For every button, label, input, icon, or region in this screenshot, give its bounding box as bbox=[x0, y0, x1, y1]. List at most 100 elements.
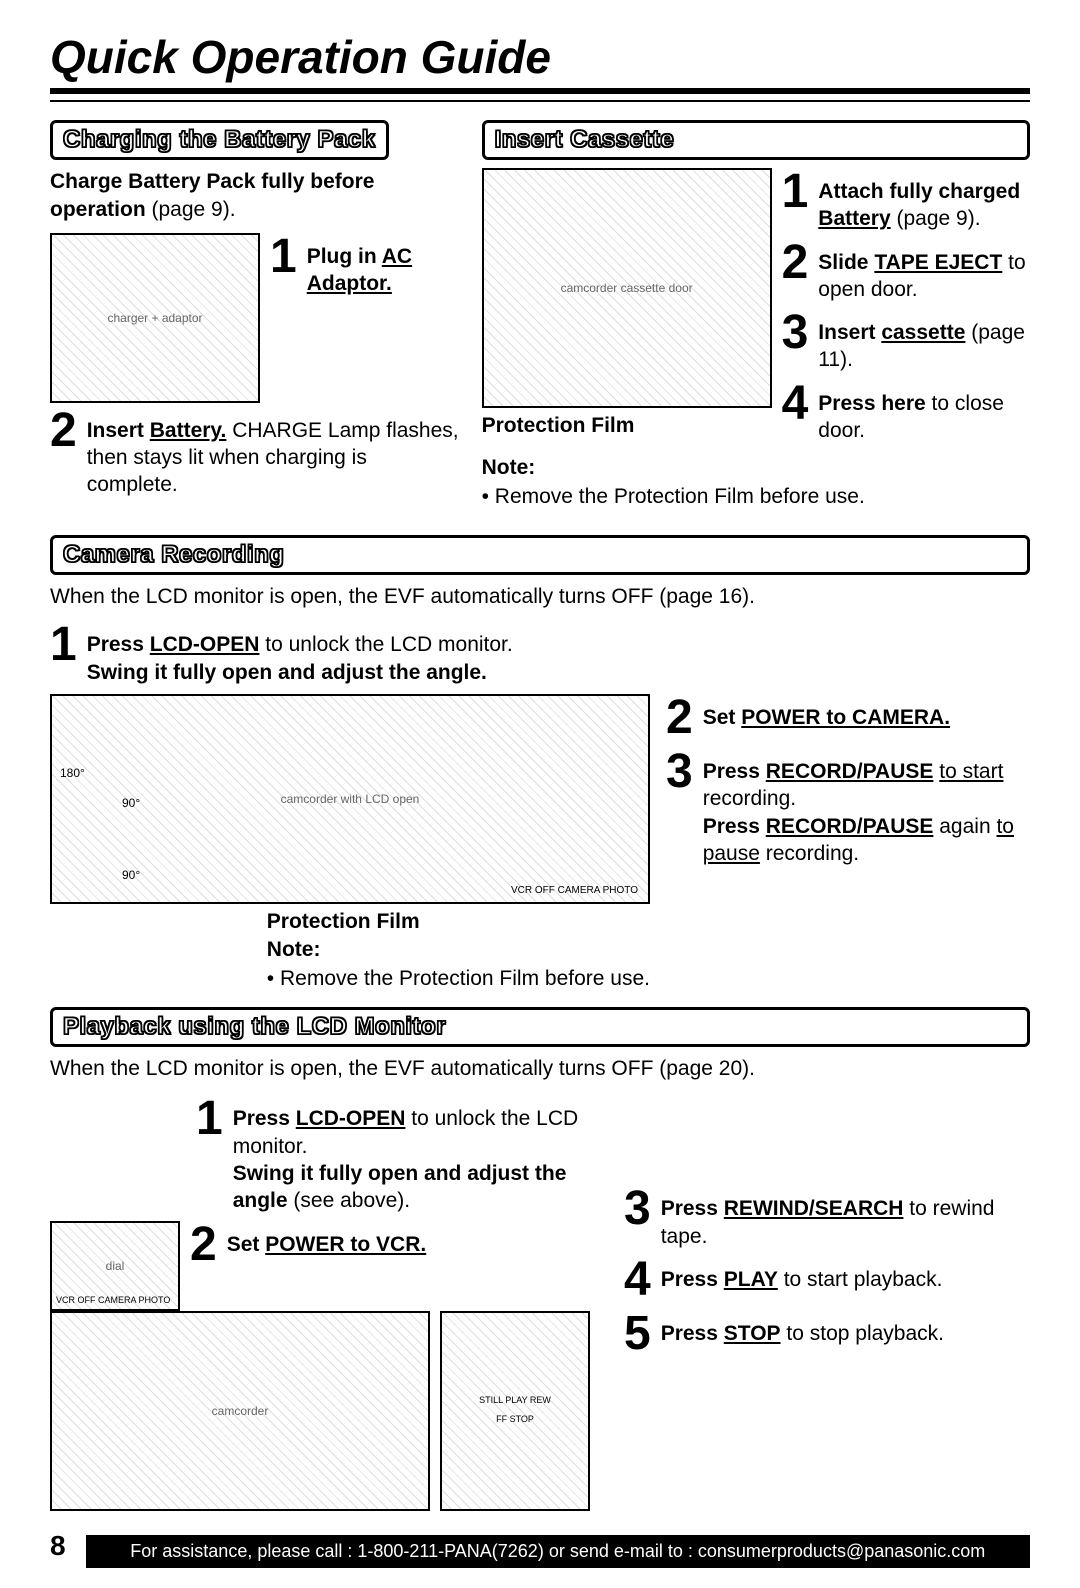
cassette-step-3: 3 Insert cassette (page 11). bbox=[782, 309, 1030, 374]
cs1-u: Battery bbox=[818, 207, 890, 230]
p5-post: to stop playback. bbox=[781, 1322, 944, 1345]
illustration-remote: STILL PLAY REW FF STOP bbox=[440, 1311, 590, 1511]
cs1-p: (page 9). bbox=[891, 207, 981, 230]
angle-90b: 90° bbox=[122, 868, 140, 882]
illustration-playback-cam: camcorder bbox=[50, 1311, 430, 1511]
dial-labels-rec: VCR OFF CAMERA PHOTO bbox=[511, 885, 638, 896]
footer-bar: For assistance, please call : 1-800-211-… bbox=[86, 1535, 1030, 1568]
divider-thin bbox=[50, 100, 1030, 102]
r3b-u: RECORD/PAUSE bbox=[766, 815, 934, 838]
p5-pre: Press bbox=[661, 1322, 724, 1345]
cs2-num: 2 bbox=[782, 239, 809, 287]
dial-labels-play: VCR OFF CAMERA PHOTO bbox=[56, 1295, 170, 1305]
p1-pre: Press bbox=[233, 1107, 296, 1130]
page-number: 8 bbox=[50, 1530, 66, 1562]
header-charging-text: Charging the Battery Pack bbox=[63, 126, 376, 153]
header-charging: Charging the Battery Pack bbox=[50, 120, 389, 160]
r3b-post: again bbox=[933, 815, 996, 838]
note-label-1: Note: bbox=[482, 456, 536, 479]
illustration-cassette: camcorder cassette door bbox=[482, 168, 772, 408]
charging-step-1: 1 Plug in AC Adaptor. bbox=[270, 233, 462, 298]
r3-pre: Press bbox=[703, 760, 766, 783]
protection-film-label-1: Protection Film bbox=[482, 412, 772, 440]
note-label-2: Note: bbox=[267, 938, 321, 961]
header-recording-text: Camera Recording bbox=[63, 541, 284, 568]
cs3-b: Insert bbox=[818, 321, 881, 344]
protection-note-rec: Protection Film Note: • Remove the Prote… bbox=[267, 908, 650, 993]
section-playback: Playback using the LCD Monitor When the … bbox=[50, 1007, 1030, 1511]
charging-intro: Charge Battery Pack fully before operati… bbox=[50, 168, 462, 225]
cassette-step-1: 1 Attach fully charged Battery (page 9). bbox=[782, 168, 1030, 233]
r3-u1: RECORD/PAUSE bbox=[766, 760, 934, 783]
angle-180: 180° bbox=[60, 766, 85, 780]
r1-post: to unlock the LCD monitor. bbox=[259, 633, 512, 656]
p1-u: LCD-OPEN bbox=[296, 1107, 406, 1130]
cs3-u: cassette bbox=[881, 321, 965, 344]
charging-intro-ref: (page 9). bbox=[146, 198, 236, 221]
p4-u: PLAY bbox=[724, 1268, 778, 1291]
r3-post: recording. bbox=[703, 787, 796, 810]
r3b-pre: Press bbox=[703, 815, 766, 838]
cs3-num: 3 bbox=[782, 309, 809, 357]
playback-step-5: 5 Press STOP to stop playback. bbox=[624, 1310, 1030, 1358]
r2-pre: Set bbox=[703, 706, 742, 729]
remote-labels: STILL PLAY REW FF STOP bbox=[479, 1391, 552, 1431]
cassette-note: Note: • Remove the Protection Film befor… bbox=[482, 454, 1030, 511]
illustration-dial: VCR OFF CAMERA PHOTO dial bbox=[50, 1221, 180, 1311]
step-number-2: 2 bbox=[50, 407, 77, 455]
header-playback: Playback using the LCD Monitor bbox=[50, 1007, 1030, 1047]
cassette-step-2: 2 Slide TAPE EJECT to open door. bbox=[782, 239, 1030, 304]
r1-l2: Swing it fully open and adjust the angle… bbox=[87, 661, 487, 684]
divider-thick bbox=[50, 88, 1030, 94]
p2-u: POWER to VCR. bbox=[265, 1233, 426, 1256]
illustration-recording: 180° 90° 90° VCR OFF CAMERA PHOTO camcor… bbox=[50, 694, 650, 904]
p4-num: 4 bbox=[624, 1256, 651, 1304]
page-title: Quick Operation Guide bbox=[50, 30, 1030, 84]
p3-u: REWIND/SEARCH bbox=[724, 1197, 904, 1220]
playback-step-1: 1 Press LCD-OPEN to unlock the LCD monit… bbox=[50, 1095, 610, 1214]
cs2-b: Slide bbox=[818, 251, 874, 274]
c2-pre: Insert bbox=[87, 419, 150, 442]
footer: 8 For assistance, please call : 1-800-21… bbox=[50, 1525, 1030, 1568]
r1-num: 1 bbox=[50, 621, 77, 669]
r2-num: 2 bbox=[666, 694, 693, 742]
header-cassette-text: Insert Cassette bbox=[495, 126, 675, 153]
p3-num: 3 bbox=[624, 1185, 651, 1233]
cs4-num: 4 bbox=[782, 380, 809, 428]
section-recording: Camera Recording When the LCD monitor is… bbox=[50, 535, 1030, 993]
cs1-num: 1 bbox=[782, 168, 809, 216]
cassette-step-4: 4 Press here to close door. bbox=[782, 380, 1030, 445]
r1-pre: Press bbox=[87, 633, 150, 656]
p5-u: STOP bbox=[724, 1322, 781, 1345]
charging-step-2: 2 Insert Battery. CHARGE Lamp flashes, t… bbox=[50, 407, 462, 499]
illustration-charger: charger + adaptor bbox=[50, 233, 260, 403]
playback-step-2: 2 Set POWER to VCR. bbox=[190, 1221, 610, 1269]
c2-u: Battery. bbox=[150, 419, 227, 442]
r2-u: POWER to CAMERA. bbox=[741, 706, 950, 729]
recording-step-1: 1 Press LCD-OPEN to unlock the LCD monit… bbox=[50, 621, 1030, 686]
recording-step-3: 3 Press RECORD/PAUSE to start recording.… bbox=[666, 748, 1030, 867]
cs2-u: TAPE EJECT bbox=[874, 251, 1002, 274]
section-cassette: Insert Cassette camcorder cassette door … bbox=[482, 120, 1030, 511]
header-recording: Camera Recording bbox=[50, 535, 1030, 575]
p1-num: 1 bbox=[196, 1095, 223, 1143]
p3-pre: Press bbox=[661, 1197, 724, 1220]
playback-intro: When the LCD monitor is open, the EVF au… bbox=[50, 1055, 1030, 1083]
note-text-1: • Remove the Protection Film before use. bbox=[482, 485, 865, 508]
playback-step-4: 4 Press PLAY to start playback. bbox=[624, 1256, 1030, 1304]
section-charging: Charging the Battery Pack Charge Battery… bbox=[50, 120, 462, 511]
step-number-1: 1 bbox=[270, 233, 297, 281]
r3-num: 3 bbox=[666, 748, 693, 796]
note-text-2: • Remove the Protection Film before use. bbox=[267, 967, 650, 990]
cs1-b: Attach fully charged bbox=[818, 180, 1020, 203]
p2-num: 2 bbox=[190, 1221, 217, 1269]
p4-pre: Press bbox=[661, 1268, 724, 1291]
r3-u2: to start bbox=[939, 760, 1003, 783]
p1-l2p: (see above). bbox=[288, 1189, 411, 1212]
angle-90a: 90° bbox=[122, 796, 140, 810]
p5-num: 5 bbox=[624, 1310, 651, 1358]
playback-step-3: 3 Press REWIND/SEARCH to rewind tape. bbox=[624, 1185, 1030, 1250]
protection-film-label-2: Protection Film bbox=[267, 910, 420, 933]
header-playback-text: Playback using the LCD Monitor bbox=[63, 1013, 446, 1040]
p4-post: to start playback. bbox=[778, 1268, 943, 1291]
